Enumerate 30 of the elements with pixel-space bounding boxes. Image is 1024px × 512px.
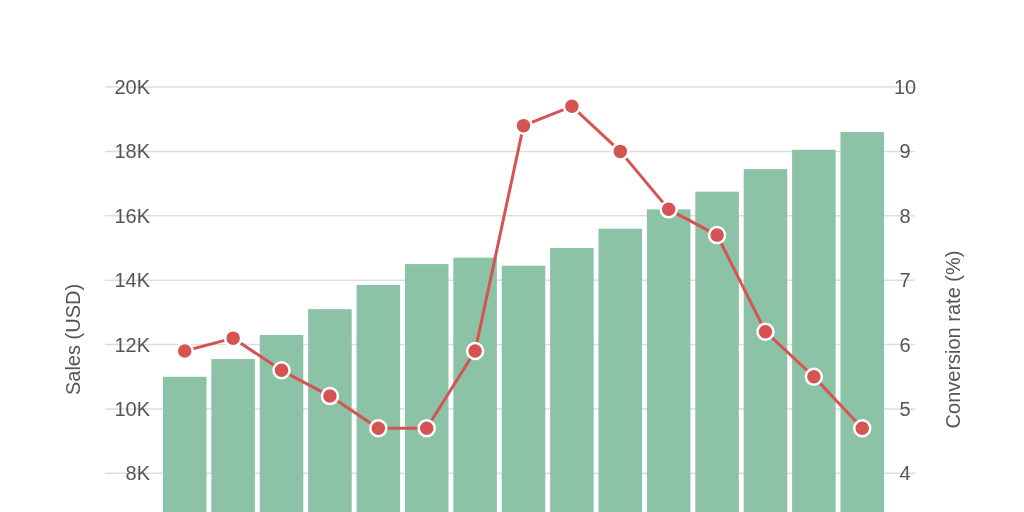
y2-tick-label: 9 <box>899 140 911 163</box>
y2-tick-label: 8 <box>899 204 911 227</box>
y-axis-title: Sales (USD) <box>62 283 84 396</box>
y2-tick-label: 5 <box>899 397 911 420</box>
y2-axis-title: Conversion rate (%) <box>942 250 964 429</box>
y2-tick-label: 7 <box>899 269 911 292</box>
point <box>853 419 872 438</box>
point <box>756 322 775 341</box>
y-tick-label: 18K <box>114 140 151 163</box>
y2-tick-label: 6 <box>899 333 911 356</box>
y-tick-label: 14K <box>114 269 151 292</box>
point <box>417 419 436 438</box>
y2-tick-label: 10 <box>893 76 917 98</box>
y2-tick-label: 4 <box>899 462 911 485</box>
y-tick-label: 10K <box>114 397 151 420</box>
y-tick-label: 20K <box>114 76 151 98</box>
point <box>804 367 824 387</box>
y-tick-label: 16K <box>114 204 151 227</box>
point <box>369 419 388 438</box>
point <box>223 328 243 348</box>
point <box>320 386 340 406</box>
point <box>465 341 485 361</box>
point <box>707 225 727 245</box>
point <box>175 341 194 361</box>
point <box>611 142 630 161</box>
point <box>272 361 291 380</box>
point <box>562 97 582 116</box>
y-tick-label: 12K <box>114 333 151 356</box>
point <box>659 200 678 219</box>
y-tick-label: 8K <box>125 462 151 485</box>
